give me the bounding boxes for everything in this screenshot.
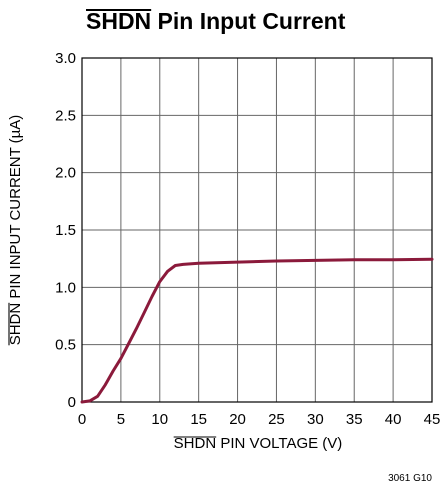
x-tick-label: 0 (78, 411, 86, 428)
x-tick-label: 35 (346, 411, 363, 428)
y-tick-label: 2.0 (55, 165, 76, 182)
y-axis-label-text: SHDN PIN INPUT CURRENT (µA) (7, 115, 24, 346)
chart-title-text: SHDN Pin Input Current (86, 8, 346, 34)
x-tick-labels: 0 5 10 15 20 25 30 35 40 45 (78, 411, 441, 428)
figure-code: 3061 G10 (388, 473, 432, 484)
y-tick-label: 1.5 (55, 222, 76, 239)
y-tick-label: 3.0 (55, 50, 76, 67)
x-tick-label: 30 (307, 411, 324, 428)
x-tick-label: 40 (385, 411, 402, 428)
x-tick-label: 5 (117, 411, 125, 428)
x-axis-label-text: SHDN PIN VOLTAGE (V) (174, 435, 343, 452)
y-tick-labels: 0 0.5 1.0 1.5 2.0 2.5 3.0 (55, 50, 76, 411)
x-tick-label: 20 (229, 411, 246, 428)
series-line (80, 257, 434, 404)
y-tick-label: 0.5 (55, 337, 76, 354)
x-tick-label: 25 (268, 411, 285, 428)
x-tick-label: 10 (151, 411, 168, 428)
x-tick-label: 45 (424, 411, 441, 428)
grid (82, 58, 432, 402)
y-tick-label: 1.0 (55, 279, 76, 296)
plot-frame (81, 57, 433, 403)
y-axis-label: SHDN PIN INPUT CURRENT (µA) (7, 115, 24, 346)
x-tick-label: 15 (190, 411, 207, 428)
y-tick-label: 0 (68, 394, 76, 411)
series-layer (80, 257, 434, 404)
x-axis-label: SHDN PIN VOLTAGE (V) (173, 435, 343, 452)
y-tick-label: 2.5 (55, 107, 76, 124)
chart-title: SHDN Pin Input Current (86, 8, 346, 34)
